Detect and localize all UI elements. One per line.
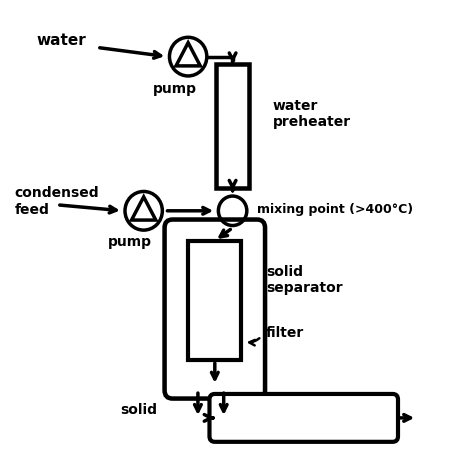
Text: water
preheater: water preheater (272, 99, 351, 129)
Text: condensed
feed: condensed feed (15, 187, 99, 217)
FancyBboxPatch shape (216, 63, 249, 188)
FancyBboxPatch shape (164, 219, 265, 399)
Text: filter: filter (266, 326, 304, 340)
FancyBboxPatch shape (188, 241, 242, 360)
Text: water: water (37, 33, 87, 48)
Text: mixing point (>400°C): mixing point (>400°C) (257, 203, 413, 216)
Text: solid
separator: solid separator (266, 265, 343, 295)
FancyBboxPatch shape (209, 394, 398, 442)
Text: pump: pump (109, 235, 153, 249)
Text: solid: solid (121, 403, 158, 417)
Text: SCWG reactor: SCWG reactor (249, 411, 358, 425)
Text: pump: pump (153, 82, 197, 96)
